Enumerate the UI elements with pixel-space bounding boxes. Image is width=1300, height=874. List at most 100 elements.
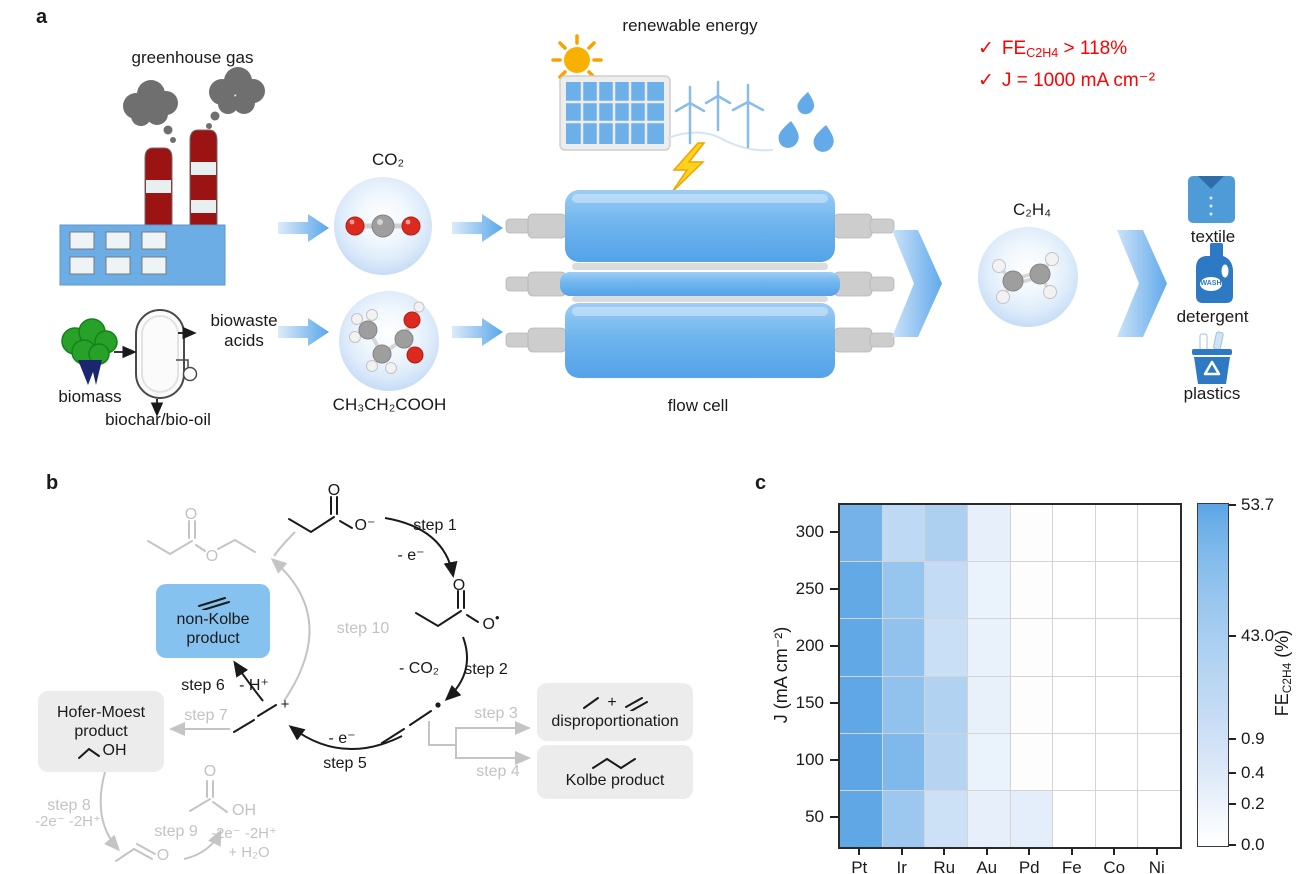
wash-label: WASH bbox=[1200, 280, 1222, 287]
heatmap-cell bbox=[1010, 619, 1053, 676]
x-tick-label: Ru bbox=[933, 858, 956, 874]
disproportionation-label: disproportionation bbox=[551, 713, 679, 730]
flow-arrow bbox=[452, 318, 503, 346]
highlight-fe: ✓ FEC2H4 > 118% bbox=[978, 38, 1128, 61]
y-tick-mark bbox=[830, 758, 838, 761]
x-tick-mark bbox=[985, 847, 988, 855]
black-arrows bbox=[233, 517, 468, 751]
co2-molecule-icon bbox=[334, 177, 432, 275]
hofer-label-1: Hofer-Moest bbox=[56, 704, 146, 721]
heatmap-cell bbox=[1053, 733, 1095, 790]
step2-label: step 2 bbox=[464, 661, 508, 678]
detergent-icon bbox=[1196, 243, 1233, 303]
panel-b-label: b bbox=[46, 472, 59, 494]
non-kolbe-label-2: product bbox=[186, 629, 240, 647]
butane-bond-icon bbox=[592, 757, 636, 769]
sun-icon bbox=[551, 34, 603, 86]
biochar-label: biochar/bio-oil bbox=[105, 410, 211, 429]
colorbar-tick-label: 0.4 bbox=[1241, 763, 1265, 783]
x-tick-label: Ir bbox=[896, 858, 907, 874]
heatmap-cell bbox=[840, 733, 882, 790]
step9-water: + H₂O bbox=[228, 844, 270, 861]
flow-arrow bbox=[278, 318, 329, 346]
ethylene-bond-icon bbox=[624, 696, 648, 711]
atom-oh-gray: OH bbox=[232, 802, 256, 819]
step5-label: step 5 bbox=[323, 755, 367, 772]
biomass-label: biomass bbox=[58, 387, 122, 406]
flow-cell-icon bbox=[505, 190, 895, 378]
propionic-acid-label: CH₃CH₂COOH bbox=[332, 395, 447, 414]
x-tick-mark bbox=[1070, 847, 1073, 855]
solar-panel-icon bbox=[559, 75, 671, 151]
colorbar-tick-mark bbox=[1229, 802, 1236, 805]
y-tick-mark bbox=[830, 644, 838, 647]
y-tick-label: 300 bbox=[795, 521, 824, 541]
atom-oh: OH bbox=[102, 742, 127, 759]
hofer-moest-box: Hofer-Moest product OH bbox=[38, 691, 164, 772]
heatmap-cell bbox=[882, 505, 925, 562]
heatmap-cell bbox=[1010, 505, 1053, 562]
y-tick-label: 50 bbox=[805, 806, 824, 826]
heatmap-cell bbox=[882, 790, 925, 847]
y-tick-label: 200 bbox=[795, 635, 824, 655]
wind-turbines-icon bbox=[667, 80, 773, 152]
x-tick-label: Pd bbox=[1018, 858, 1040, 874]
step3-label: step 3 bbox=[474, 705, 518, 722]
plastics-label: plastics bbox=[1183, 384, 1241, 403]
colorbar bbox=[1197, 503, 1229, 847]
colorbar-tick-label: 43.0 bbox=[1241, 626, 1275, 646]
heatmap-cell bbox=[1138, 790, 1180, 847]
heatmap-cell bbox=[840, 562, 882, 619]
heatmap-cell bbox=[925, 619, 967, 676]
heatmap-cell bbox=[1010, 676, 1053, 733]
heatmap-cell bbox=[967, 676, 1010, 733]
heatmap-cell bbox=[1053, 562, 1095, 619]
minus-e-step5: - e⁻ bbox=[328, 730, 356, 747]
heatmap-cell bbox=[1095, 562, 1138, 619]
factory-windows bbox=[69, 231, 167, 275]
heatmap-cell bbox=[967, 790, 1010, 847]
heatmap-cell bbox=[840, 505, 882, 562]
heatmap-cell bbox=[882, 676, 925, 733]
heatmap-cell bbox=[1138, 676, 1180, 733]
flow-arrows bbox=[278, 214, 503, 346]
heatmap-cell bbox=[925, 562, 967, 619]
heatmap-panel bbox=[838, 503, 1182, 849]
heatmap-cell bbox=[1053, 619, 1095, 676]
x-tick-mark bbox=[943, 847, 946, 855]
plastics-icon bbox=[1192, 331, 1232, 384]
colorbar-tick-mark bbox=[1229, 635, 1236, 638]
textile-icon bbox=[1188, 176, 1235, 223]
x-tick-label: Ni bbox=[1148, 858, 1165, 874]
biowaste-acids-label: biowaste acids bbox=[210, 311, 278, 351]
x-tick-label: Pt bbox=[851, 858, 868, 874]
minus-h-step6: - H⁺ bbox=[239, 677, 269, 694]
chevron-right-icon bbox=[892, 230, 942, 337]
atom-o-gray: O bbox=[184, 506, 198, 523]
heatmap-cell bbox=[967, 505, 1010, 562]
colorbar-tick-mark bbox=[1229, 772, 1236, 775]
co2-label: CO₂ bbox=[371, 150, 405, 169]
lightning-icon bbox=[671, 142, 706, 193]
y-tick-label: 100 bbox=[795, 749, 824, 769]
cation-plus: + bbox=[280, 696, 290, 713]
acetaldehyde-structure-gray bbox=[115, 843, 156, 862]
x-tick-mark bbox=[900, 847, 903, 855]
acetic-acid-structure-gray bbox=[189, 780, 228, 813]
ethylene-bond-icon bbox=[198, 596, 230, 610]
y-axis-label: J (mA cm⁻²) bbox=[771, 626, 791, 724]
heatmap-grid bbox=[840, 505, 1180, 847]
x-tick-mark bbox=[1155, 847, 1158, 855]
heatmap-cell bbox=[1095, 733, 1138, 790]
heatmap-cell bbox=[882, 562, 925, 619]
heatmap-cell bbox=[1095, 505, 1138, 562]
colorbar-tick-mark bbox=[1229, 503, 1236, 506]
y-tick-mark bbox=[830, 587, 838, 590]
recycle-icon bbox=[1203, 360, 1221, 376]
heatmap-cell bbox=[925, 505, 967, 562]
step9-loss: -2e⁻ -2H⁺ bbox=[211, 825, 277, 842]
check-icon: ✓ bbox=[978, 38, 994, 59]
reactor-vessel-icon bbox=[114, 309, 198, 417]
heatmap-cell bbox=[1053, 790, 1095, 847]
